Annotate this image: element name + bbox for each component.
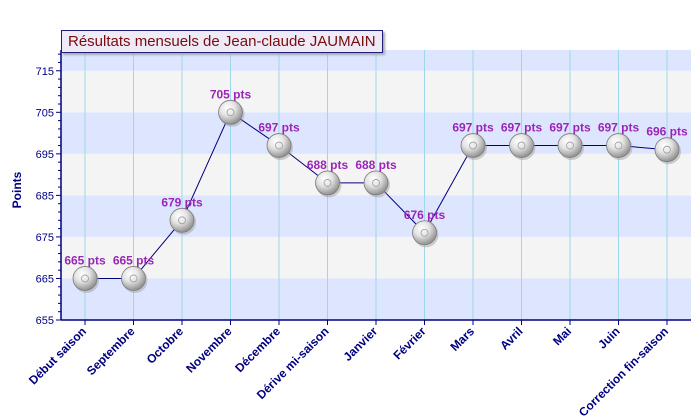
data-label: 676 pts [404, 208, 446, 222]
x-tick-label: Novembre [183, 324, 235, 376]
chart-title: Résultats mensuels de Jean-claude JAUMAI… [61, 30, 383, 53]
marker-emblem [420, 228, 429, 237]
data-label: 665 pts [113, 253, 155, 267]
marker-emblem [517, 141, 526, 150]
marker-ball [315, 170, 340, 196]
data-label: 679 pts [161, 195, 203, 209]
marker-emblem [372, 179, 380, 187]
marker-ball [121, 266, 146, 291]
data-point-marker [654, 137, 681, 165]
y-tick-label: 675 [36, 232, 54, 244]
marker-emblem [323, 179, 332, 187]
data-point-marker [121, 266, 148, 293]
marker-ball [606, 133, 631, 158]
data-point-marker [460, 133, 487, 161]
data-label: 705 pts [210, 87, 252, 101]
marker-ball [654, 137, 680, 163]
marker-ball [509, 133, 534, 158]
marker-emblem [663, 145, 671, 154]
marker-ball [460, 133, 486, 158]
data-label: 697 pts [549, 121, 591, 135]
y-tick-label: 705 [36, 107, 54, 119]
marker-ball [266, 133, 292, 158]
data-point-marker [509, 133, 536, 161]
marker-emblem [129, 274, 138, 283]
marker-ball [557, 133, 583, 158]
data-point-marker [606, 133, 633, 161]
x-tick-label: Début saison [26, 324, 89, 387]
x-tick-label: Décembre [232, 324, 283, 375]
x-tick-label: Avril [497, 324, 525, 352]
marker-emblem [566, 141, 574, 150]
data-point-marker [412, 220, 439, 248]
x-tick-label: Février [390, 324, 428, 362]
data-point-marker [557, 133, 584, 161]
data-point-marker [266, 133, 293, 161]
marker-ball [363, 170, 389, 196]
data-label: 697 pts [598, 121, 640, 135]
data-label: 688 pts [355, 158, 397, 172]
data-point-marker [315, 170, 342, 198]
y-axis-label-text: Points [10, 171, 24, 209]
data-label: 688 pts [307, 158, 349, 172]
x-tick-label: Mars [447, 324, 477, 354]
data-label: 665 pts [64, 253, 106, 267]
x-tick-label: Octobre [144, 324, 187, 367]
marker-emblem [226, 108, 235, 117]
data-label: 696 pts [646, 125, 688, 139]
x-tick-label: Correction fin-saison [576, 324, 671, 419]
marker-emblem [178, 216, 186, 225]
marker-emblem [469, 141, 477, 150]
marker-ball [412, 220, 437, 246]
x-tick-label: Janvier [341, 324, 381, 364]
data-point-marker [218, 99, 245, 127]
marker-ball [169, 207, 195, 233]
marker-emblem [275, 141, 283, 150]
x-tick-label: Juin [595, 324, 622, 351]
x-tick-label: Septembre [84, 324, 138, 378]
y-tick-label: 665 [36, 273, 54, 285]
marker-emblem [81, 274, 89, 283]
marker-ball [72, 266, 98, 291]
data-point-marker [169, 207, 196, 235]
y-tick-label: 685 [36, 190, 54, 202]
marker-ball [218, 99, 243, 125]
data-label: 697 pts [258, 121, 300, 135]
data-point-marker [72, 266, 99, 293]
y-tick-label: 715 [36, 66, 54, 78]
data-label: 697 pts [452, 121, 494, 135]
chart-title-text: Résultats mensuels de Jean-claude JAUMAI… [68, 33, 376, 50]
marker-emblem [614, 141, 623, 150]
x-tick-label: Mai [550, 324, 574, 348]
y-tick-label: 655 [36, 315, 54, 327]
data-point-marker [363, 170, 390, 198]
y-tick-label: 695 [36, 149, 54, 161]
data-label: 697 pts [501, 121, 543, 135]
